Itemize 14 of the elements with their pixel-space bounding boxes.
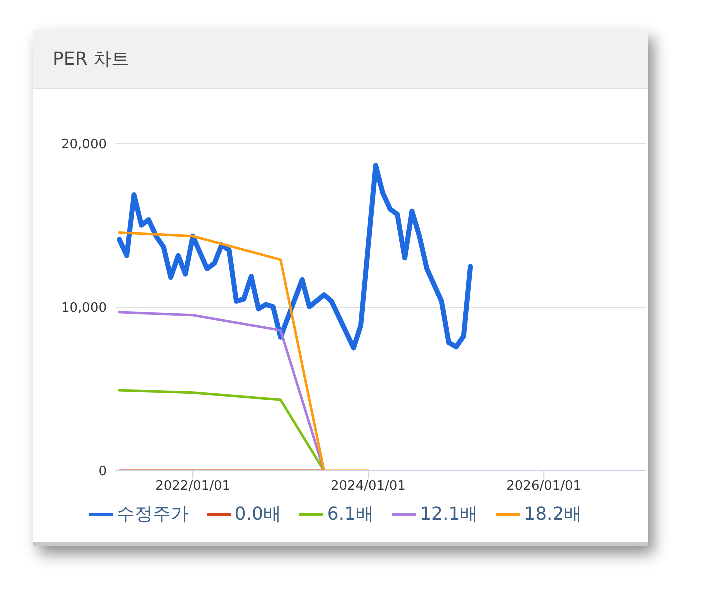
x-tick-label: 2022/01/01 <box>156 479 231 494</box>
line-series <box>118 232 370 471</box>
y-tick-label: 10,000 <box>62 301 107 316</box>
y-tick-label: 0 <box>98 464 107 480</box>
legend-label: 0.0배 <box>234 504 282 525</box>
line-series <box>118 311 326 471</box>
chart-title: PER 차트 <box>33 30 648 89</box>
y-tick-label: 20,000 <box>62 138 107 153</box>
legend-label: 18.2배 <box>524 504 582 525</box>
x-tick-label: 2026/01/01 <box>506 479 582 494</box>
legend-label: 6.1배 <box>327 504 374 525</box>
legend-label: 12.1배 <box>420 504 478 525</box>
x-tick-label: 2024/01/01 <box>331 479 406 494</box>
legend-label: 수정주가 <box>116 504 189 525</box>
